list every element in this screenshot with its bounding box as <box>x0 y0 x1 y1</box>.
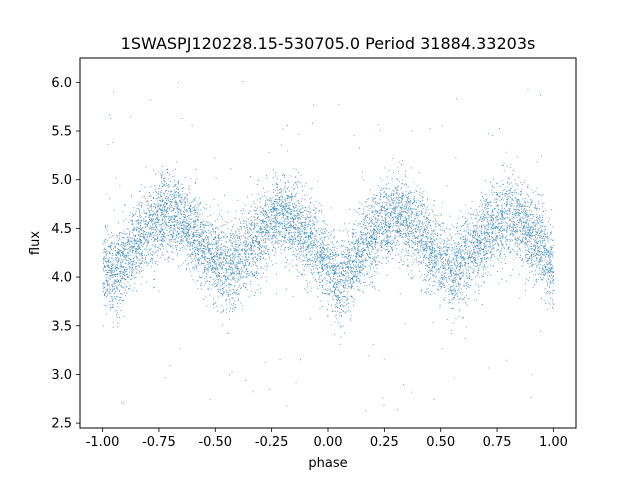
y-tick-label: 3.5 <box>51 319 72 334</box>
y-tick-label: 4.5 <box>51 222 72 237</box>
x-tick-label: 0.25 <box>370 435 399 450</box>
y-axis-ticks: 2.5 3.0 3.5 4.0 4.5 5.0 5.5 6.0 <box>51 76 80 432</box>
y-tick-label: 5.0 <box>51 173 72 188</box>
y-tick-label: 3.0 <box>51 368 72 383</box>
y-tick-label: 4.0 <box>51 271 72 286</box>
x-tick-label: -0.50 <box>198 435 232 450</box>
y-tick-label: 2.5 <box>51 417 72 432</box>
x-axis-ticks: -1.00 -0.75 -0.50 -0.25 0.00 0.25 0.50 0.75 1.00 <box>86 428 568 450</box>
y-tick-label: 5.5 <box>51 125 72 140</box>
x-tick-label: -0.75 <box>142 435 176 450</box>
chart-title: 1SWASPJ120228.15-530705.0 Period 31884.3… <box>121 34 536 53</box>
scatter-points <box>102 81 555 412</box>
x-axis-label: phase <box>308 456 347 471</box>
x-tick-label: -0.25 <box>255 435 289 450</box>
data-points <box>102 81 555 412</box>
x-tick-label: 0.75 <box>483 435 512 450</box>
y-tick-label: 6.0 <box>51 76 72 91</box>
x-tick-label: 0.50 <box>426 435 455 450</box>
x-tick-label: 0.00 <box>314 435 343 450</box>
y-axis-label: flux <box>28 231 43 255</box>
x-tick-label: 1.00 <box>539 435 568 450</box>
x-tick-label: -1.00 <box>86 435 120 450</box>
